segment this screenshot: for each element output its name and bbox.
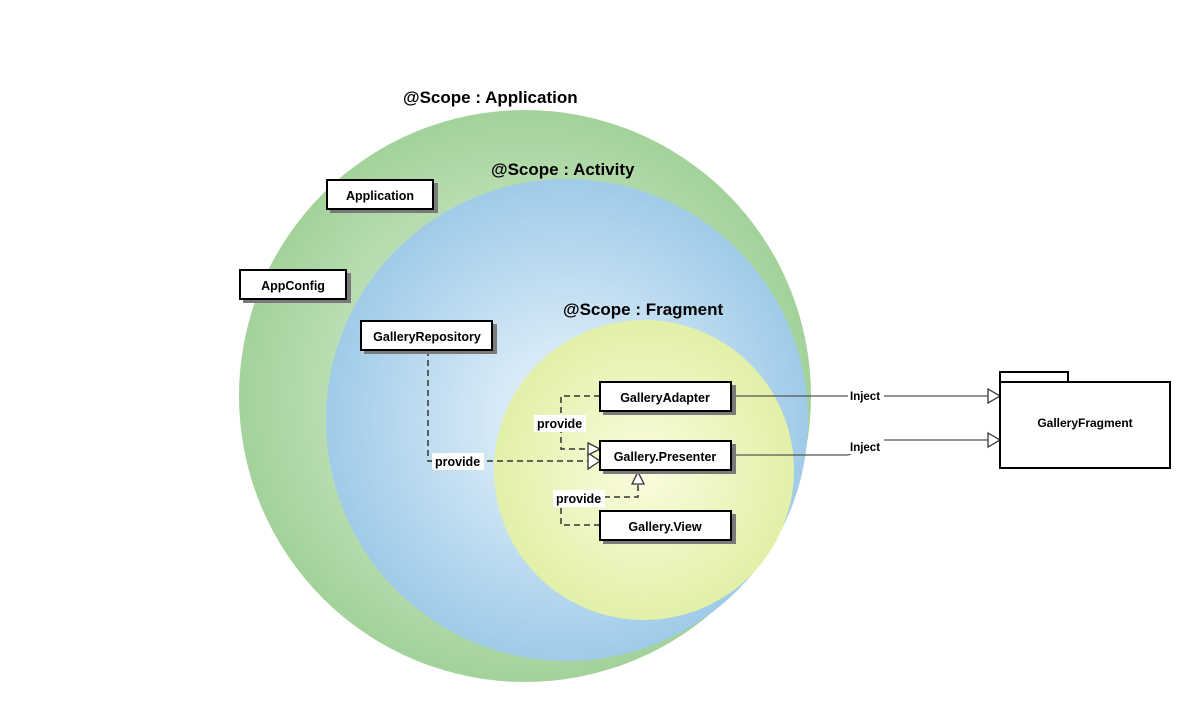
gallery-fragment-package[interactable]: GalleryFragment: [999, 371, 1171, 469]
inject-presenter-label: Inject: [850, 442, 880, 454]
application-node[interactable]: Application: [326, 179, 438, 213]
gallery-adapter-node[interactable]: GalleryAdapter: [599, 381, 736, 415]
presenter-arrowhead-adapter: [587, 441, 602, 457]
gallery-view-node[interactable]: Gallery.View: [599, 510, 736, 544]
provide-repository-label: provide: [435, 455, 480, 469]
package-tab: [999, 371, 1069, 383]
fragment-arrowhead-adapter: [987, 387, 1002, 405]
application-node-label: Application: [346, 189, 414, 203]
presenter-arrowhead-repository: [587, 451, 602, 471]
provide-repository-edge: [427, 350, 588, 462]
app-config-node[interactable]: AppConfig: [239, 269, 351, 303]
provide-view-label: provide: [556, 492, 601, 506]
activity-scope-title: @Scope : Activity: [491, 160, 635, 179]
application-scope-title: @Scope : Application: [403, 88, 578, 107]
fragment-scope-title: @Scope : Fragment: [563, 300, 723, 319]
gallery-presenter-node-label: Gallery.Presenter: [614, 450, 717, 464]
provide-adapter-label: provide: [537, 417, 582, 431]
gallery-repository-node[interactable]: GalleryRepository: [360, 320, 497, 354]
provide-view-edge: [560, 484, 639, 526]
app-config-node-label: AppConfig: [261, 279, 325, 293]
presenter-arrowhead-view: [630, 470, 646, 485]
fragment-arrowhead-presenter: [987, 431, 1002, 449]
inject-adapter-label: Inject: [850, 391, 880, 403]
gallery-view-node-label: Gallery.View: [628, 520, 701, 534]
gallery-adapter-node-label: GalleryAdapter: [620, 391, 710, 405]
gallery-fragment-label: GalleryFragment: [1037, 416, 1132, 430]
gallery-presenter-node[interactable]: Gallery.Presenter: [599, 440, 736, 474]
gallery-repository-node-label: GalleryRepository: [373, 330, 481, 344]
